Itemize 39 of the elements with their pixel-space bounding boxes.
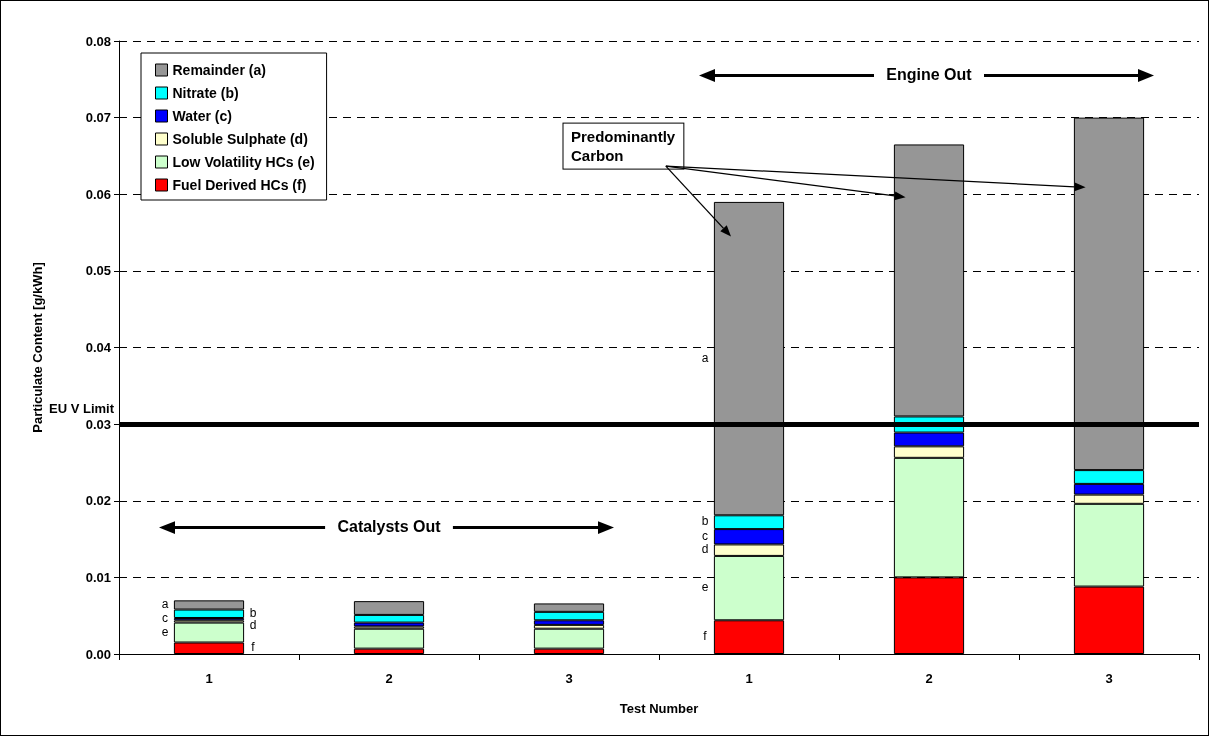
- y-tick-label: 0.06: [85, 186, 111, 202]
- x-tick-label: 3: [565, 671, 573, 686]
- annotation: e: [161, 624, 169, 639]
- legend-label: Fuel Derived HCs (f): [172, 177, 307, 193]
- annotation: a: [161, 597, 169, 612]
- annotation: c: [702, 528, 708, 543]
- annotation: c: [162, 611, 168, 626]
- annotation: Catalysts Out: [337, 517, 442, 535]
- y-tick-label: 0.00: [85, 646, 111, 662]
- legend-label: Remainder (a): [172, 62, 266, 78]
- annotation: d: [701, 542, 709, 557]
- y-axis-title: Particulate Content [g/kWh]: [30, 262, 45, 433]
- x-tick-label: 1: [745, 671, 753, 686]
- x-tick-label: 2: [385, 671, 393, 686]
- annotation: f: [251, 640, 256, 655]
- x-axis-title: Test Number: [619, 701, 699, 716]
- y-tick-label: 0.01: [85, 569, 111, 585]
- y-tick-label: 0.08: [85, 33, 111, 49]
- annotation: f: [703, 629, 708, 644]
- legend-label: Nitrate (b): [172, 85, 239, 101]
- annotation: a: [701, 350, 709, 365]
- y-tick-label: 0.05: [85, 263, 111, 279]
- ref-line-label: EU V Limit: [49, 401, 115, 417]
- legend-label: Soluble Sulphate (d): [172, 131, 308, 147]
- annotation: b: [701, 514, 709, 529]
- annotation: e: [701, 580, 709, 595]
- x-tick-label: 2: [925, 671, 933, 686]
- annotation: b: [249, 605, 257, 620]
- annotation: Engine Out: [886, 65, 973, 83]
- x-tick-label: 1: [205, 671, 213, 686]
- x-tick-label: 3: [1105, 671, 1113, 686]
- legend-label: Water (c): [172, 108, 232, 124]
- annotation: d: [249, 617, 257, 632]
- y-tick-label: 0.07: [85, 110, 111, 126]
- legend-label: Low Volatility HCs (e): [172, 154, 315, 170]
- y-tick-label: 0.02: [85, 493, 111, 509]
- y-tick-label: 0.03: [85, 416, 111, 432]
- y-tick-label: 0.04: [85, 340, 112, 355]
- annotation: Predominantly Carbon: [571, 128, 676, 165]
